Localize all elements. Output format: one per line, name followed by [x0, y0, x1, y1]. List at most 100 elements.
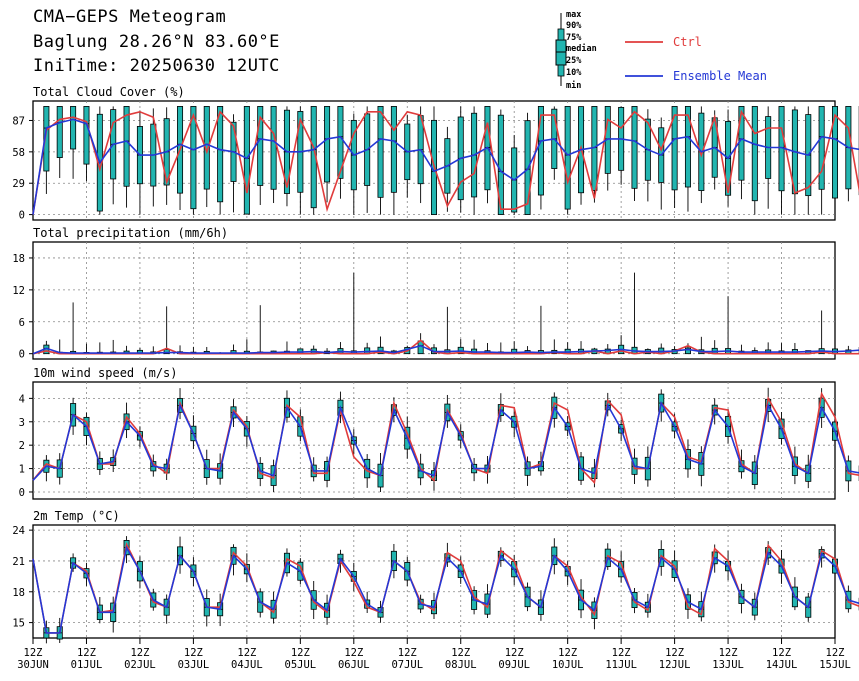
x-tick-hour: 12Z — [398, 647, 417, 659]
box-iqr — [324, 106, 331, 183]
box-iqr — [738, 106, 745, 181]
legend-box-label: 90% — [566, 21, 582, 31]
ctrl-series-line — [32, 542, 859, 634]
x-tick-date: 06JUL — [338, 659, 370, 671]
x-tick-hour: 12Z — [130, 647, 149, 659]
y-tick-label: 2 — [19, 440, 25, 452]
y-tick-label: 4 — [19, 393, 25, 405]
y-tick-label: 0 — [19, 210, 25, 222]
box-iqr — [123, 106, 130, 187]
x-tick-date: 01JUL — [71, 659, 103, 671]
x-tick-hour: 12Z — [344, 647, 363, 659]
x-tick-hour: 12Z — [558, 647, 577, 659]
y-tick-label: 87 — [12, 115, 25, 127]
y-tick-label: 24 — [12, 525, 25, 537]
location-label: Baglung 28.26°N 83.60°E — [33, 32, 280, 52]
ensemble-mean-series-line — [32, 400, 859, 481]
legend-box-label: min — [566, 80, 581, 91]
x-tick-date: 04JUL — [231, 659, 263, 671]
box-iqr — [217, 106, 224, 203]
box-iqr — [270, 106, 277, 190]
panel-3: 10m wind speed (m/s) 0 1 2 3 4 — [19, 366, 859, 500]
x-tick-hour: 12Z — [505, 647, 524, 659]
panel-title: Total precipitation (mm/6h) — [33, 226, 228, 240]
box-iqr — [497, 114, 504, 215]
box-iqr — [163, 349, 170, 355]
y-tick-label: 0 — [19, 349, 25, 361]
legend-box-label: median — [566, 43, 597, 54]
box-iqr — [203, 106, 210, 190]
legend-box-lower — [557, 64, 565, 77]
panel-1: Total Cloud Cover (%) 0 29 58 87 — [12, 85, 859, 222]
x-tick-date: 02JUL — [124, 659, 156, 671]
legend-box-label: max — [566, 10, 581, 20]
x-tick-hour: 12Z — [237, 647, 256, 659]
box-iqr — [564, 106, 571, 210]
box-iqr — [190, 106, 197, 210]
x-tick-hour: 12Z — [612, 647, 631, 659]
box-iqr — [56, 106, 63, 158]
x-tick-date: 15JUL — [819, 659, 851, 671]
ensemble-mean-series-line — [32, 118, 859, 215]
legend-mean-label: Ensemble Mean — [673, 69, 767, 83]
x-tick-date: 11JUL — [605, 659, 637, 671]
panel-2: Total precipitation (mm/6h) 0 6 12 18 — [12, 226, 859, 361]
box-iqr — [751, 106, 758, 202]
x-tick-date: 07JUL — [391, 659, 423, 671]
x-tick-date: 08JUL — [445, 659, 477, 671]
x-tick-hour: 12Z — [291, 647, 310, 659]
box-iqr — [337, 106, 344, 179]
box-iqr — [70, 106, 77, 150]
ensemble-mean-series-line — [32, 545, 859, 634]
y-tick-label: 12 — [12, 285, 25, 297]
legend-box-upper — [557, 28, 565, 41]
y-tick-label: 18 — [12, 587, 25, 599]
legend-box-label: 25% — [566, 56, 582, 66]
panel-frame — [32, 241, 836, 360]
box-iqr — [257, 106, 264, 186]
legend-ctrl-label: Ctrl — [673, 35, 702, 49]
y-tick-label: 58 — [12, 147, 25, 159]
x-tick-hour: 12Z — [665, 647, 684, 659]
x-tick-date: 05JUL — [285, 659, 317, 671]
box-iqr — [818, 106, 825, 190]
panel-title: Total Cloud Cover (%) — [33, 85, 185, 99]
x-tick-hour: 12Z — [77, 647, 96, 659]
initime-label: IniTime: 20250630 12UTC — [33, 56, 280, 76]
y-tick-label: 0 — [19, 487, 25, 499]
x-tick-hour: 12Z — [719, 647, 738, 659]
box-iqr — [684, 347, 691, 355]
x-tick-date: 12JUL — [659, 659, 691, 671]
ensemble-mean-series-line — [32, 344, 859, 355]
chart-panels: Total Cloud Cover (%) 0 29 58 87 Total precip… — [12, 85, 859, 644]
box-iqr — [671, 106, 678, 191]
box-iqr — [832, 106, 839, 199]
x-tick-date: 13JUL — [712, 659, 744, 671]
meteogram-title: CMA−GEPS Meteogram — [33, 7, 227, 27]
y-tick-label: 3 — [19, 417, 25, 429]
panel-title: 10m wind speed (m/s) — [33, 366, 178, 380]
y-tick-label: 15 — [12, 618, 25, 630]
y-tick-label: 21 — [12, 556, 25, 568]
box-iqr — [631, 106, 638, 189]
x-tick-date: 30JUN — [17, 659, 49, 671]
y-tick-label: 1 — [19, 464, 25, 476]
box-iqr — [243, 106, 250, 215]
box-iqr — [390, 106, 397, 193]
x-tick-date: 09JUL — [498, 659, 530, 671]
box-iqr — [83, 106, 90, 165]
panel-4: 2m Temp (°C) 15 18 21 24 — [12, 509, 859, 644]
y-tick-label: 29 — [12, 178, 25, 190]
x-tick-hour: 12Z — [826, 647, 845, 659]
ctrl-series-line — [32, 339, 859, 355]
x-tick-hour: 12Z — [451, 647, 470, 659]
x-tick-hour: 12Z — [772, 647, 791, 659]
y-tick-label: 6 — [19, 317, 25, 329]
ctrl-series-line — [32, 109, 859, 215]
legend-box-label: 75% — [566, 33, 582, 43]
y-tick-label: 18 — [12, 253, 25, 265]
x-axis: 12Z30JUN12Z01JUL12Z02JUL12Z03JUL12Z04JUL… — [17, 638, 851, 671]
box-iqr — [684, 106, 691, 188]
